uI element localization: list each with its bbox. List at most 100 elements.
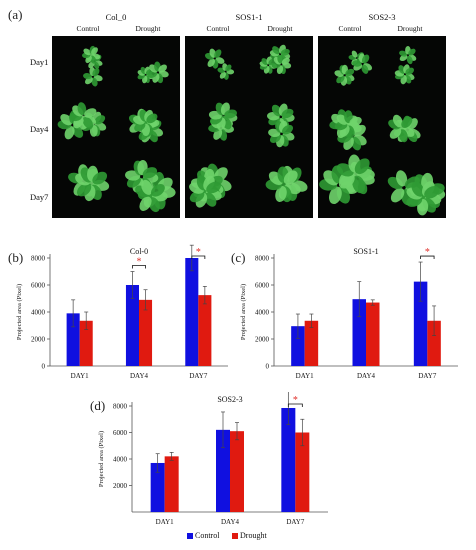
plant-rosette: [208, 102, 238, 131]
plant-leaf: [411, 181, 425, 197]
panel-c-letter: (c): [231, 250, 246, 265]
x-tick-label: DAY4: [357, 372, 376, 380]
bar-drought: [366, 302, 380, 366]
plant-rosette: [189, 175, 222, 208]
x-tick-label: DAY1: [156, 518, 175, 526]
y-axis-label: Projected area (Pixel): [16, 284, 23, 340]
plant-rosette: [217, 63, 235, 80]
plant-leaf: [206, 181, 221, 194]
bar-drought: [139, 299, 153, 366]
y-tick-label: 8000: [31, 255, 46, 263]
plant-leaf: [389, 127, 402, 139]
bar-drought: [79, 320, 93, 366]
plant-leaf: [338, 173, 355, 189]
x-tick-label: DAY4: [130, 372, 149, 380]
plant-leaf: [392, 114, 403, 128]
bar-drought: [198, 295, 212, 366]
significance-asterisk: *: [196, 247, 201, 258]
plant-leaf: [406, 55, 413, 65]
plant-leaf: [141, 179, 153, 195]
plant-leaf: [345, 68, 355, 77]
plant-leaf: [352, 60, 362, 67]
condition-label-sos2-drought: Drought: [397, 24, 423, 33]
plant-leaf: [329, 186, 342, 205]
bar-control: [66, 313, 80, 366]
plant-leaf: [352, 175, 365, 194]
bar-control: [352, 299, 366, 366]
plant-rosette: [82, 45, 101, 64]
x-tick-label: DAY1: [296, 372, 315, 380]
chart-b: Col-0 Projected area (Pixel) 0 2000 4000 6000…: [16, 244, 228, 380]
plant-rosette: [133, 109, 160, 137]
y-tick-label: 8000: [255, 255, 270, 263]
plant-leaf: [281, 124, 294, 135]
plant-leaf: [94, 115, 106, 125]
plant-leaf: [361, 54, 370, 64]
day-label-4: Day4: [30, 124, 49, 134]
condition-label-col0-drought: Drought: [135, 24, 161, 33]
plant-rosette: [268, 120, 295, 148]
photo-sos2-plants: [319, 46, 446, 216]
legend-drought-swatch: [232, 533, 238, 540]
plant-leaf: [336, 75, 345, 84]
plant-leaf: [351, 50, 358, 58]
plant-rosette: [406, 181, 442, 216]
plant-rosette: [388, 114, 415, 143]
y-tick-label: 6000: [255, 282, 270, 290]
chart-title: SOS2-3: [217, 395, 242, 404]
significance-asterisk: *: [425, 247, 430, 258]
y-tick-label: 6000: [31, 282, 46, 290]
condition-label-sos1-control: Control: [206, 24, 230, 33]
y-tick-label: 8000: [113, 403, 128, 411]
plant-leaf: [83, 48, 91, 56]
plant-leaf: [424, 185, 440, 199]
chart-title: Col-0: [130, 247, 148, 256]
plant-rosette: [399, 46, 417, 65]
plant-rosette: [265, 166, 301, 203]
photo-col0: [52, 36, 180, 218]
x-tick-label: DAY7: [286, 518, 305, 526]
plant-leaf: [142, 167, 158, 179]
plant-rosette: [352, 53, 373, 74]
photo-sos1-plants: [189, 44, 308, 208]
plant-leaf: [349, 116, 362, 127]
plant-leaf: [91, 47, 98, 55]
plant-leaf: [219, 71, 226, 79]
plant-leaf: [344, 110, 353, 124]
plant-leaf: [277, 54, 284, 64]
y-tick-label: 6000: [113, 429, 128, 437]
plant-rosette: [83, 67, 103, 87]
plant-leaf: [72, 125, 84, 138]
y-tick-label: 4000: [31, 309, 46, 317]
plant-rosette: [334, 64, 355, 86]
bar-drought: [164, 456, 179, 512]
significance-bracket: [191, 255, 206, 259]
bar-drought: [304, 320, 319, 366]
chart-c: SOS1-1 Projected area (Pixel) 0 2000 4000 600…: [240, 247, 458, 380]
plant-leaf: [134, 121, 146, 132]
plant-rosette: [69, 102, 97, 129]
plant-leaf: [158, 64, 167, 73]
x-tick-label: DAY7: [418, 372, 437, 380]
plant-leaf: [76, 183, 92, 197]
plant-rosette: [394, 64, 415, 85]
plant-leaf: [395, 170, 408, 187]
plant-leaf: [405, 67, 415, 75]
plant-leaf: [204, 192, 217, 207]
genotype-label-sos1: SOS1-1: [235, 12, 263, 22]
significance-bracket: [420, 255, 435, 260]
y-tick-label: 2000: [31, 336, 46, 344]
plant-rosette: [147, 61, 169, 84]
genotype-label-col0: Col_0: [105, 12, 127, 22]
y-tick-label: 0: [266, 363, 270, 371]
panel-a-letter: (a): [8, 7, 23, 22]
plant-leaf: [281, 57, 290, 65]
condition-label-col0-control: Control: [76, 24, 100, 33]
chart-d: SOS2-3 Projected area (Pixel) 2000 4000 6000…: [98, 392, 328, 526]
y-tick-label: 2000: [113, 482, 128, 490]
plant-leaf: [91, 77, 98, 87]
panel-d-letter: (d): [90, 398, 106, 413]
bar-control: [281, 407, 296, 512]
y-tick-label: 4000: [255, 309, 270, 317]
plant-leaf: [150, 183, 165, 197]
